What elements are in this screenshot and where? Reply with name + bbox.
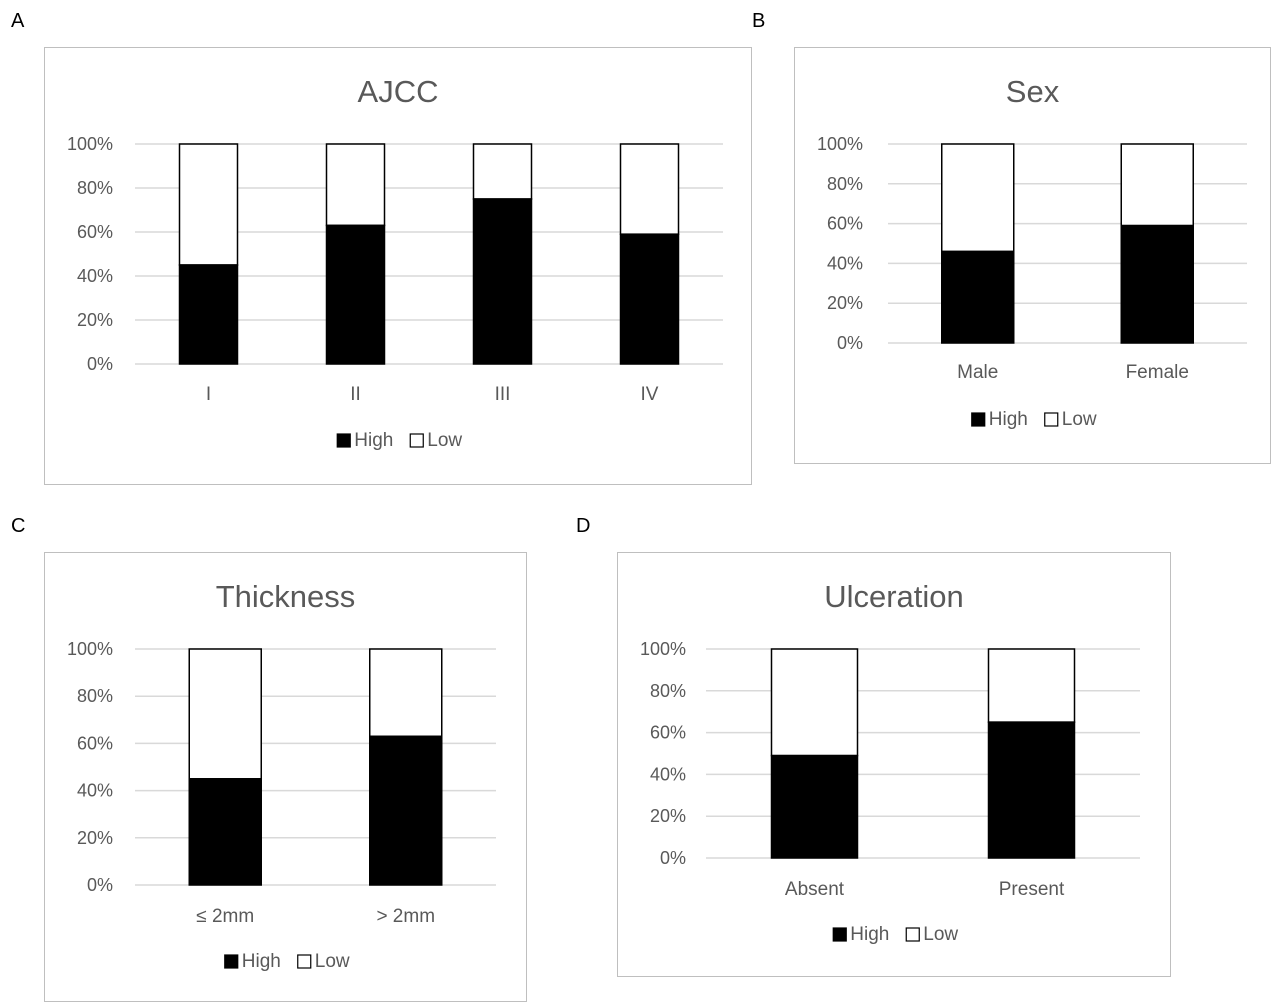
legend-swatch-high <box>832 927 847 942</box>
y-tick-label: 40% <box>650 764 686 784</box>
panel-letter-a: A <box>11 10 25 32</box>
legend-swatch-low <box>1044 412 1059 427</box>
y-tick-label: 60% <box>77 733 113 753</box>
legend-label-high: High <box>242 951 281 972</box>
legend: High Low <box>224 951 350 972</box>
category-label: Absent <box>785 879 845 900</box>
legend-label-low: Low <box>923 924 958 945</box>
y-tick-label: 80% <box>650 681 686 701</box>
legend-label-low: Low <box>427 430 462 451</box>
category-label: Present <box>999 879 1065 900</box>
category-label: ≤ 2mm <box>196 906 254 927</box>
bar-high-iv <box>619 233 680 365</box>
y-tick-label: 60% <box>827 214 863 234</box>
y-tick-label: 20% <box>77 828 113 848</box>
y-tick-label: 100% <box>67 639 113 659</box>
legend: High Low <box>336 430 462 451</box>
chart-ajcc: AJCC 0% 20% 40% 60% 80% 100% I II III IV High Low <box>44 47 752 485</box>
legend-swatch-high <box>336 433 351 448</box>
y-tick-label: 20% <box>77 310 113 330</box>
y-tick-label: 60% <box>77 222 113 242</box>
y-tick-label: 0% <box>660 848 686 868</box>
bar-low-i <box>178 143 239 266</box>
legend-label-low: Low <box>1062 409 1097 430</box>
category-label: Female <box>1126 362 1189 383</box>
chart-svg: Ulceration 0% 20% 40% 60% 80% 100% Absent Presen… <box>640 579 1140 945</box>
bar-high-iii <box>472 198 533 365</box>
y-tick-label: 80% <box>77 686 113 706</box>
legend: High Low <box>832 924 958 945</box>
chart-thickness: Thickness 0% 20% 40% 60% 80% 100% ≤ 2mm > 2mm Hig… <box>44 552 527 1002</box>
category-label: IV <box>641 384 659 405</box>
legend-swatch-low <box>297 954 312 969</box>
panel-letter-c: C <box>11 515 26 537</box>
y-tick-label: 40% <box>77 266 113 286</box>
y-tick-label: 20% <box>827 293 863 313</box>
bar-low-iv <box>619 143 680 235</box>
legend-label-low: Low <box>315 951 350 972</box>
y-tick-label: 80% <box>77 178 113 198</box>
y-tick-label: 20% <box>650 806 686 826</box>
y-tick-label: 100% <box>67 134 113 154</box>
category-label: > 2mm <box>376 906 435 927</box>
bar-low-2mm <box>188 648 262 780</box>
legend-swatch-low <box>409 433 424 448</box>
chart-title: Sex <box>1006 74 1060 109</box>
chart-svg: Sex 0% 20% 40% 60% 80% 100% Male Female High Low <box>817 74 1247 430</box>
bar-high-male <box>941 250 1015 344</box>
bar-high-ii <box>325 224 386 365</box>
y-tick-label: 60% <box>650 723 686 743</box>
y-tick-label: 40% <box>77 781 113 801</box>
category-label: II <box>350 384 361 405</box>
bar-high-female <box>1120 224 1194 344</box>
category-label: III <box>495 384 511 405</box>
y-tick-label: 40% <box>827 253 863 273</box>
bar-high-i <box>178 264 239 365</box>
chart-title: Ulceration <box>824 579 964 614</box>
bar-high-absent <box>770 754 859 859</box>
bar-low-ii <box>325 143 386 227</box>
y-tick-label: 0% <box>87 875 113 895</box>
y-tick-label: 0% <box>87 354 113 374</box>
legend-swatch-high <box>224 954 239 969</box>
panel-letter-b: B <box>752 10 766 32</box>
panel-letter-d: D <box>576 515 591 537</box>
y-tick-label: 100% <box>817 134 863 154</box>
chart-svg: Thickness 0% 20% 40% 60% 80% 100% ≤ 2mm > 2mm Hig… <box>67 579 496 972</box>
legend-label-high: High <box>989 409 1028 430</box>
bar-low-female <box>1120 143 1194 227</box>
category-label: Male <box>957 362 998 383</box>
chart-ulceration: Ulceration 0% 20% 40% 60% 80% 100% Absent Presen… <box>617 552 1171 977</box>
chart-title: AJCC <box>358 74 439 109</box>
category-label: I <box>206 384 211 405</box>
legend: High Low <box>971 409 1097 430</box>
y-tick-label: 80% <box>827 174 863 194</box>
legend-swatch-high <box>971 412 986 427</box>
y-tick-label: 100% <box>640 639 686 659</box>
legend-swatch-low <box>905 927 920 942</box>
chart-sex: Sex 0% 20% 40% 60% 80% 100% Male Female High Low <box>794 47 1271 464</box>
bar-high-2mm <box>369 735 443 886</box>
bar-high-2mm <box>188 778 262 886</box>
bar-high-present <box>987 721 1076 859</box>
bar-low-absent <box>770 648 859 757</box>
y-tick-label: 0% <box>837 333 863 353</box>
bar-low-present <box>987 648 1076 723</box>
legend-label-high: High <box>850 924 889 945</box>
bar-low-2mm <box>369 648 443 738</box>
chart-title: Thickness <box>216 579 356 614</box>
bar-low-male <box>941 143 1015 253</box>
bar-low-iii <box>472 143 533 200</box>
legend-label-high: High <box>354 430 393 451</box>
